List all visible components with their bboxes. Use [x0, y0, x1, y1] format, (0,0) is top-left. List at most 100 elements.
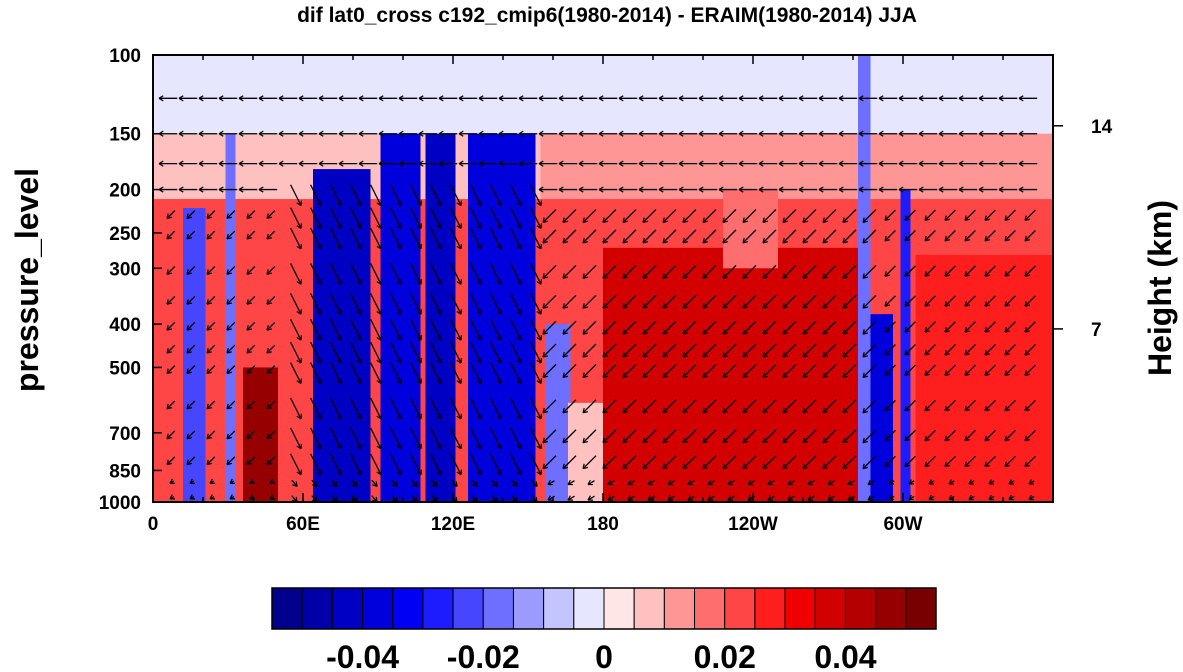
wind-vector: [330, 184, 342, 206]
wind-vector-head: [802, 273, 808, 279]
wind-vector: [682, 208, 697, 223]
wind-vector: [582, 455, 597, 470]
wind-vector-head: [476, 223, 482, 229]
wind-vector: [822, 208, 837, 223]
wind-vector-head: [269, 494, 276, 500]
wind-vector-head: [964, 327, 970, 333]
wind-vector: [687, 480, 695, 486]
wind-vector-head: [662, 437, 668, 444]
wind-vector-head: [229, 478, 236, 484]
wind-vector-head: [496, 223, 502, 229]
wind-vector: [742, 363, 757, 378]
wind-vector-head: [336, 357, 342, 364]
colorbar-swatch: [663, 587, 696, 630]
right-tick-label: 14: [1091, 117, 1113, 138]
wind-vector-head: [496, 357, 502, 364]
wind-vector: [291, 479, 298, 487]
wind-vector-head: [356, 309, 362, 315]
colorbar-swatch: [784, 587, 816, 630]
wind-vector-head: [218, 160, 224, 167]
wind-vector-head: [198, 95, 204, 102]
wind-vector-head: [742, 407, 748, 414]
wind-vector: [450, 227, 462, 250]
x-tick-label: 120E: [431, 514, 475, 535]
wind-vector-head: [904, 405, 910, 412]
wind-vector-head: [266, 213, 272, 220]
wind-vector-head: [984, 327, 990, 333]
wind-vector-head: [436, 223, 442, 229]
wind-vector-head: [476, 357, 482, 364]
wind-vector-head: [827, 479, 834, 486]
wind-vector-head: [396, 223, 402, 229]
wind-vector: [450, 207, 462, 229]
wind-vector: [206, 365, 216, 374]
wind-vector-head: [186, 403, 192, 410]
wind-vector-head: [682, 303, 688, 309]
wind-vector: [742, 294, 757, 309]
wind-vector-head: [318, 160, 324, 167]
wind-vector: [1004, 209, 1016, 221]
wind-vector: [330, 397, 342, 420]
wind-vector: [1024, 364, 1036, 376]
wind-vector: [410, 207, 422, 229]
wind-vector: [246, 266, 256, 275]
wind-vector-head: [778, 130, 784, 137]
wind-vector-head: [226, 233, 232, 240]
wind-vector-head: [558, 186, 564, 193]
colorbar-swatch: [633, 587, 665, 630]
wind-vector-head: [582, 217, 588, 224]
wind-vector-head: [376, 223, 382, 229]
wind-vector-head: [884, 271, 890, 277]
wind-vector-head: [782, 217, 788, 224]
wind-vector-head: [298, 95, 304, 102]
wind-vector-head: [292, 481, 298, 487]
wind-vector-head: [822, 273, 828, 279]
wind-vector-head: [642, 237, 648, 244]
wind-vector-head: [496, 243, 502, 250]
wind-vector-head: [984, 435, 990, 442]
wind-vector-head: [842, 217, 848, 224]
wind-vector-head: [416, 469, 422, 476]
wind-vector-head: [582, 329, 588, 335]
wind-vector: [331, 495, 338, 503]
wind-vector: [602, 320, 617, 335]
wind-vector-head: [718, 130, 724, 137]
wind-vector: [530, 319, 542, 341]
wind-vector: [530, 362, 542, 384]
wind-vector: [944, 364, 956, 376]
wind-vector-head: [1018, 95, 1024, 102]
wind-vector: [431, 495, 438, 503]
wind-vector-head: [416, 223, 422, 229]
wind-vector-head: [682, 351, 688, 358]
wind-vector: [470, 263, 482, 285]
wind-vector: [390, 207, 402, 229]
wind-vector-head: [416, 335, 422, 341]
wind-vector: [587, 480, 595, 486]
wind-vector-head: [884, 301, 890, 307]
wind-vector: [602, 399, 617, 414]
colorbar-swatch: [271, 587, 303, 630]
wind-vector-head: [1024, 435, 1030, 442]
wind-vector-head: [278, 130, 284, 137]
wind-vector-head: [542, 329, 548, 335]
wind-vector-head: [169, 478, 176, 484]
wind-vector-head: [598, 130, 604, 137]
wind-vector: [904, 265, 916, 277]
wind-vector: [226, 210, 236, 219]
wind-vector-head: [436, 378, 442, 384]
wind-vector: [822, 229, 837, 244]
wind-vector-head: [266, 299, 272, 305]
wind-vector: [371, 495, 378, 503]
wind-vector-head: [822, 217, 828, 224]
colorbar-swatch: [573, 587, 605, 630]
wind-vector-head: [822, 303, 828, 309]
wind-vector: [390, 362, 402, 384]
wind-vector-head: [376, 335, 382, 341]
wind-vector: [682, 343, 697, 358]
wind-vector-head: [884, 215, 890, 222]
wind-vector-head: [778, 160, 784, 167]
wind-vector-head: [536, 309, 542, 315]
colorbar-swatch: [875, 587, 907, 630]
wind-vector-head: [1024, 235, 1030, 242]
wind-vector: [622, 208, 637, 223]
